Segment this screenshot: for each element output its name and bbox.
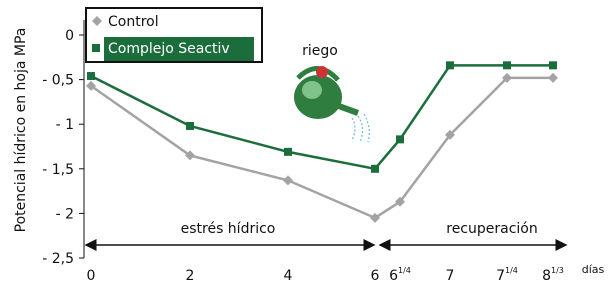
x-tick-label-main: 7 bbox=[496, 268, 505, 283]
annotation: riego bbox=[302, 43, 338, 59]
point bbox=[503, 61, 511, 69]
point bbox=[371, 165, 379, 173]
y-tick-label: 0 bbox=[65, 28, 74, 44]
x-tick-label-main: 4 bbox=[284, 268, 293, 283]
legend-marker bbox=[92, 44, 100, 52]
y-tick-label: - 2,5 bbox=[42, 251, 74, 267]
x-tick-label-main: 6 bbox=[371, 268, 380, 283]
x-tick-label: 61/4 bbox=[389, 266, 411, 283]
legend-label: Complejo Seactiv bbox=[108, 41, 230, 57]
x-tick-label-main: 7 bbox=[446, 268, 455, 283]
x-tick-label: 2 bbox=[186, 268, 195, 283]
point bbox=[549, 61, 557, 69]
x-tick-label-main: 0 bbox=[87, 268, 96, 283]
annotation: recuperación bbox=[446, 221, 538, 237]
point bbox=[446, 61, 454, 69]
point bbox=[548, 73, 558, 83]
x-tick-label: 7 bbox=[446, 268, 455, 283]
legend-label: Control bbox=[108, 14, 159, 30]
x-tick-label-main: 6 bbox=[389, 268, 398, 283]
point bbox=[284, 148, 292, 156]
x-tick-label: 6 bbox=[371, 268, 380, 283]
point bbox=[283, 175, 293, 185]
y-tick-label: - 0,5 bbox=[42, 73, 74, 89]
point bbox=[396, 135, 404, 143]
x-tick-label-superscript: 1/3 bbox=[551, 266, 564, 275]
y-axis-label: Potencial hídrico en hoja MPa bbox=[13, 28, 29, 233]
x-tick-label: 0 bbox=[87, 268, 96, 283]
x-tick-label: 4 bbox=[284, 268, 293, 283]
x-tick-label: 71/4 bbox=[496, 266, 518, 283]
x-tick-label-main: 2 bbox=[186, 268, 195, 283]
watering-can bbox=[294, 66, 369, 142]
chart: estrés hídrico recuperación riego Potenc… bbox=[0, 0, 615, 283]
point bbox=[186, 122, 194, 130]
y-tick-label: - 2 bbox=[56, 206, 74, 222]
y-tick-label: - 1 bbox=[56, 117, 74, 133]
annotation: estrés hídrico bbox=[181, 221, 276, 237]
x-tick-label-main: 8 bbox=[542, 268, 551, 283]
x-unit-label: días bbox=[582, 263, 605, 276]
x-tick-label: 81/3 bbox=[542, 266, 564, 283]
point bbox=[87, 72, 95, 80]
y-tick-label: - 1,5 bbox=[42, 162, 74, 178]
x-tick-label-superscript: 1/4 bbox=[398, 266, 411, 275]
x-tick-label-superscript: 1/4 bbox=[505, 266, 518, 275]
